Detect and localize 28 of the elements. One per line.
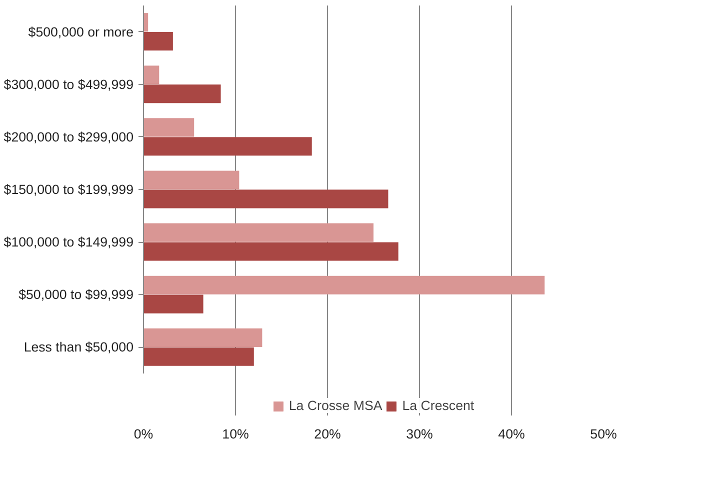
legend-label: La Crosse MSA	[288, 398, 382, 413]
bar	[144, 118, 194, 137]
x-tick-label: 30%	[406, 426, 433, 442]
bar	[144, 347, 254, 366]
bar	[144, 223, 374, 242]
bar	[144, 137, 312, 156]
x-tick-label: 40%	[498, 426, 525, 442]
y-tick-label: $150,000 to $199,999	[4, 182, 134, 197]
bar	[144, 276, 545, 294]
y-tick-label: Less than $50,000	[24, 340, 134, 355]
x-tick-label: 50%	[590, 426, 617, 442]
legend-label: La Crescent	[402, 398, 474, 413]
y-tick-label: $50,000 to $99,999	[18, 287, 134, 302]
y-tick-label: $200,000 to $299,000	[4, 129, 134, 144]
bar	[144, 294, 204, 314]
bar	[144, 170, 240, 190]
bar	[144, 66, 160, 84]
y-tick-label: $500,000 or more	[28, 24, 134, 40]
bar	[144, 32, 173, 51]
x-tick-label: 10%	[222, 426, 249, 442]
x-tick-label: 0%	[134, 426, 154, 442]
y-tick-label: $100,000 to $149,999	[4, 234, 134, 250]
y-tick-label: $300,000 to $499,999	[4, 76, 134, 92]
bar	[144, 328, 262, 347]
bar	[144, 190, 388, 208]
bar	[144, 242, 398, 261]
x-tick-label: 20%	[314, 426, 341, 442]
bar	[144, 84, 221, 104]
